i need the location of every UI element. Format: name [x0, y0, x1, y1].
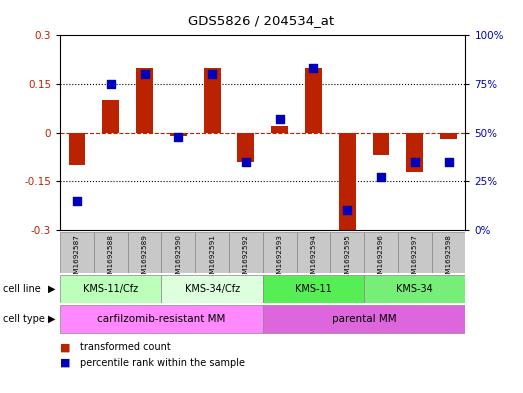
- Text: GSM1692588: GSM1692588: [108, 234, 114, 283]
- Bar: [364, 274, 465, 303]
- Text: carfilzomib-resistant MM: carfilzomib-resistant MM: [97, 314, 225, 324]
- Point: [309, 65, 317, 72]
- Bar: [136, 68, 153, 132]
- Text: KMS-34: KMS-34: [396, 284, 433, 294]
- Text: GSM1692598: GSM1692598: [446, 234, 451, 283]
- Text: GSM1692597: GSM1692597: [412, 234, 418, 283]
- Bar: [271, 126, 288, 132]
- Point: [107, 81, 115, 87]
- Bar: [339, 132, 356, 236]
- Text: GSM1692592: GSM1692592: [243, 234, 249, 283]
- Bar: [103, 100, 119, 132]
- Text: KMS-11: KMS-11: [295, 284, 332, 294]
- Bar: [431, 232, 465, 273]
- Point: [276, 116, 284, 122]
- Text: GSM1692587: GSM1692587: [74, 234, 80, 283]
- Text: cell line: cell line: [3, 284, 40, 294]
- Text: GSM1692591: GSM1692591: [209, 234, 215, 283]
- Bar: [60, 232, 94, 273]
- Bar: [440, 132, 457, 139]
- Bar: [263, 305, 465, 333]
- Text: parental MM: parental MM: [332, 314, 396, 324]
- Bar: [372, 132, 390, 155]
- Text: ■: ■: [60, 342, 71, 353]
- Point: [411, 159, 419, 165]
- Bar: [162, 274, 263, 303]
- Bar: [297, 232, 331, 273]
- Bar: [162, 232, 195, 273]
- Text: GSM1692596: GSM1692596: [378, 234, 384, 283]
- Text: percentile rank within the sample: percentile rank within the sample: [80, 358, 245, 368]
- Text: GSM1692595: GSM1692595: [344, 234, 350, 283]
- Bar: [60, 274, 162, 303]
- Text: KMS-34/Cfz: KMS-34/Cfz: [185, 284, 240, 294]
- Bar: [60, 305, 263, 333]
- Bar: [398, 232, 431, 273]
- Bar: [237, 132, 254, 162]
- Point: [343, 207, 351, 213]
- Bar: [195, 232, 229, 273]
- Text: cell type: cell type: [3, 314, 44, 324]
- Text: ▶: ▶: [48, 314, 55, 324]
- Text: GDS5826 / 204534_at: GDS5826 / 204534_at: [188, 14, 335, 27]
- Bar: [94, 232, 128, 273]
- Point: [73, 198, 81, 204]
- Bar: [229, 232, 263, 273]
- Bar: [331, 232, 364, 273]
- Text: KMS-11/Cfz: KMS-11/Cfz: [83, 284, 139, 294]
- Point: [140, 71, 149, 77]
- Text: GSM1692589: GSM1692589: [142, 234, 147, 283]
- Text: ▶: ▶: [48, 284, 55, 294]
- Point: [242, 159, 250, 165]
- Bar: [69, 132, 85, 165]
- Point: [208, 71, 217, 77]
- Bar: [170, 132, 187, 136]
- Text: ■: ■: [60, 358, 71, 368]
- Point: [377, 174, 385, 180]
- Bar: [263, 274, 364, 303]
- Text: GSM1692590: GSM1692590: [175, 234, 181, 283]
- Bar: [364, 232, 398, 273]
- Bar: [128, 232, 162, 273]
- Text: transformed count: transformed count: [80, 342, 171, 353]
- Point: [445, 159, 453, 165]
- Bar: [406, 132, 423, 171]
- Bar: [203, 68, 221, 132]
- Bar: [263, 232, 297, 273]
- Text: GSM1692594: GSM1692594: [311, 234, 316, 283]
- Point: [174, 133, 183, 140]
- Text: GSM1692593: GSM1692593: [277, 234, 283, 283]
- Bar: [305, 68, 322, 132]
